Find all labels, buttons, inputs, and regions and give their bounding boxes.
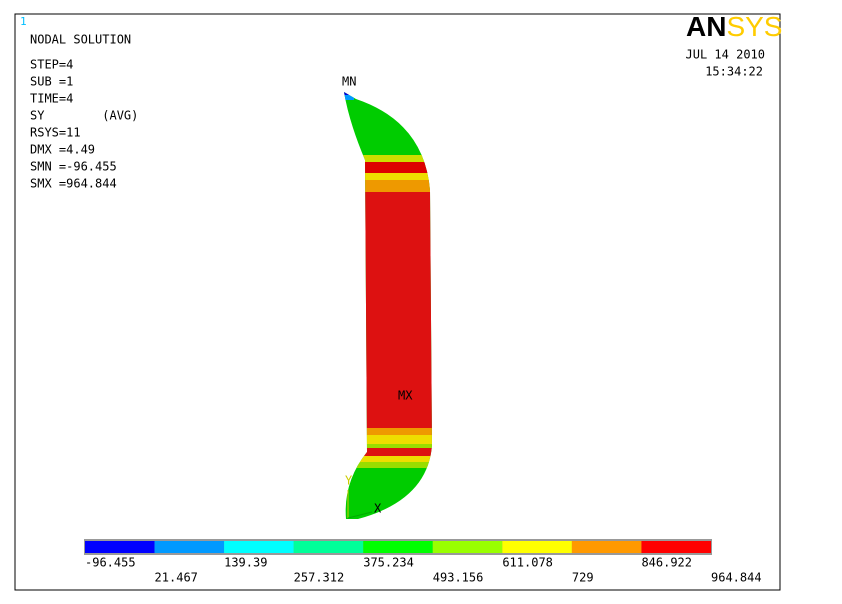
info-line: SUB =1	[30, 75, 73, 89]
legend-swatch	[154, 541, 225, 553]
legend-swatch	[293, 541, 364, 553]
info-line: NODAL SOLUTION	[30, 33, 131, 47]
legend-label: 21.467	[155, 571, 198, 585]
info-line: SMX =964.844	[30, 177, 117, 191]
legend-label: 375.234	[363, 556, 414, 570]
info-line: STEP=4	[30, 58, 73, 72]
legend-swatch	[432, 541, 503, 553]
legend-label: 493.156	[433, 571, 484, 585]
legend-swatch	[363, 541, 433, 553]
info-block: NODAL SOLUTION STEP=4 SUB =1 TIME=4 SY (AVG)…	[30, 33, 138, 191]
legend-swatch	[85, 541, 155, 553]
info-line: RSYS=11	[30, 126, 81, 140]
min-marker: MN	[342, 75, 356, 89]
legend-label: 257.312	[294, 571, 345, 585]
legend-label: 611.078	[502, 556, 553, 570]
legend-swatch	[641, 541, 711, 553]
legend-label: 729	[572, 571, 594, 585]
time: 15:34:22	[705, 65, 763, 79]
date: JUL 14 2010	[686, 48, 765, 62]
info-line: TIME=4	[30, 92, 73, 106]
info-line: SY (AVG)	[30, 109, 138, 123]
legend: -96.455 21.467 139.39 257.312 375.234 493.156…	[84, 539, 762, 585]
logo-sys: SYS	[726, 11, 782, 42]
logo-an: AN	[686, 11, 726, 42]
info-line: DMX =4.49	[30, 143, 95, 157]
legend-swatch	[502, 541, 572, 553]
legend-label: 846.922	[641, 556, 692, 570]
legend-label: 964.844	[711, 571, 762, 585]
axis-x	[347, 511, 373, 519]
window-number: 1	[20, 15, 27, 28]
axis-x-label: X	[374, 502, 382, 516]
legend-swatch	[571, 541, 642, 553]
legend-label: 139.39	[224, 556, 267, 570]
max-marker: MX	[398, 389, 413, 403]
legend-swatch	[224, 541, 294, 553]
legend-label: -96.455	[85, 556, 136, 570]
logo: ANSYS	[686, 11, 782, 42]
info-line: SMN =-96.455	[30, 160, 117, 174]
axis-y-label: Y	[345, 474, 353, 488]
